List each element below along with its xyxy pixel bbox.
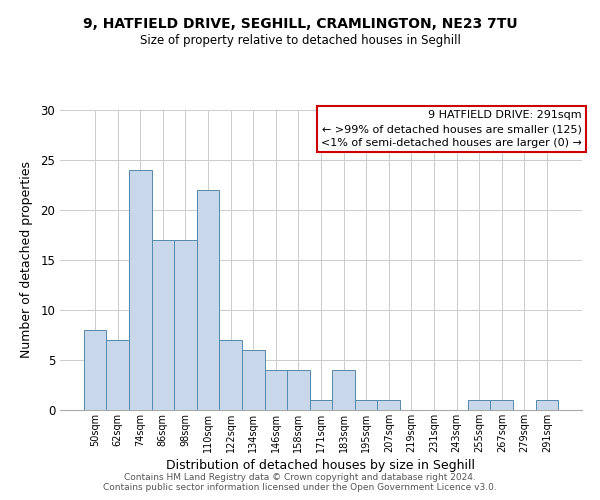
Bar xyxy=(220,340,242,410)
Text: 9 HATFIELD DRIVE: 291sqm
← >99% of detached houses are smaller (125)
<1% of semi: 9 HATFIELD DRIVE: 291sqm ← >99% of detac… xyxy=(321,110,582,148)
Bar xyxy=(332,370,355,410)
Text: Contains public sector information licensed under the Open Government Licence v3: Contains public sector information licen… xyxy=(103,484,497,492)
Bar xyxy=(377,400,400,410)
Bar xyxy=(84,330,106,410)
Bar xyxy=(106,340,129,410)
Text: 9, HATFIELD DRIVE, SEGHILL, CRAMLINGTON, NE23 7TU: 9, HATFIELD DRIVE, SEGHILL, CRAMLINGTON,… xyxy=(83,18,517,32)
Bar xyxy=(129,170,152,410)
Bar xyxy=(265,370,287,410)
Bar xyxy=(490,400,513,410)
Bar xyxy=(355,400,377,410)
Bar xyxy=(468,400,490,410)
X-axis label: Distribution of detached houses by size in Seghill: Distribution of detached houses by size … xyxy=(167,459,476,472)
Bar xyxy=(310,400,332,410)
Bar xyxy=(174,240,197,410)
Bar xyxy=(287,370,310,410)
Bar xyxy=(152,240,174,410)
Text: Contains HM Land Registry data © Crown copyright and database right 2024.: Contains HM Land Registry data © Crown c… xyxy=(124,472,476,482)
Y-axis label: Number of detached properties: Number of detached properties xyxy=(20,162,34,358)
Text: Size of property relative to detached houses in Seghill: Size of property relative to detached ho… xyxy=(140,34,460,47)
Bar xyxy=(197,190,220,410)
Bar xyxy=(242,350,265,410)
Bar xyxy=(536,400,558,410)
